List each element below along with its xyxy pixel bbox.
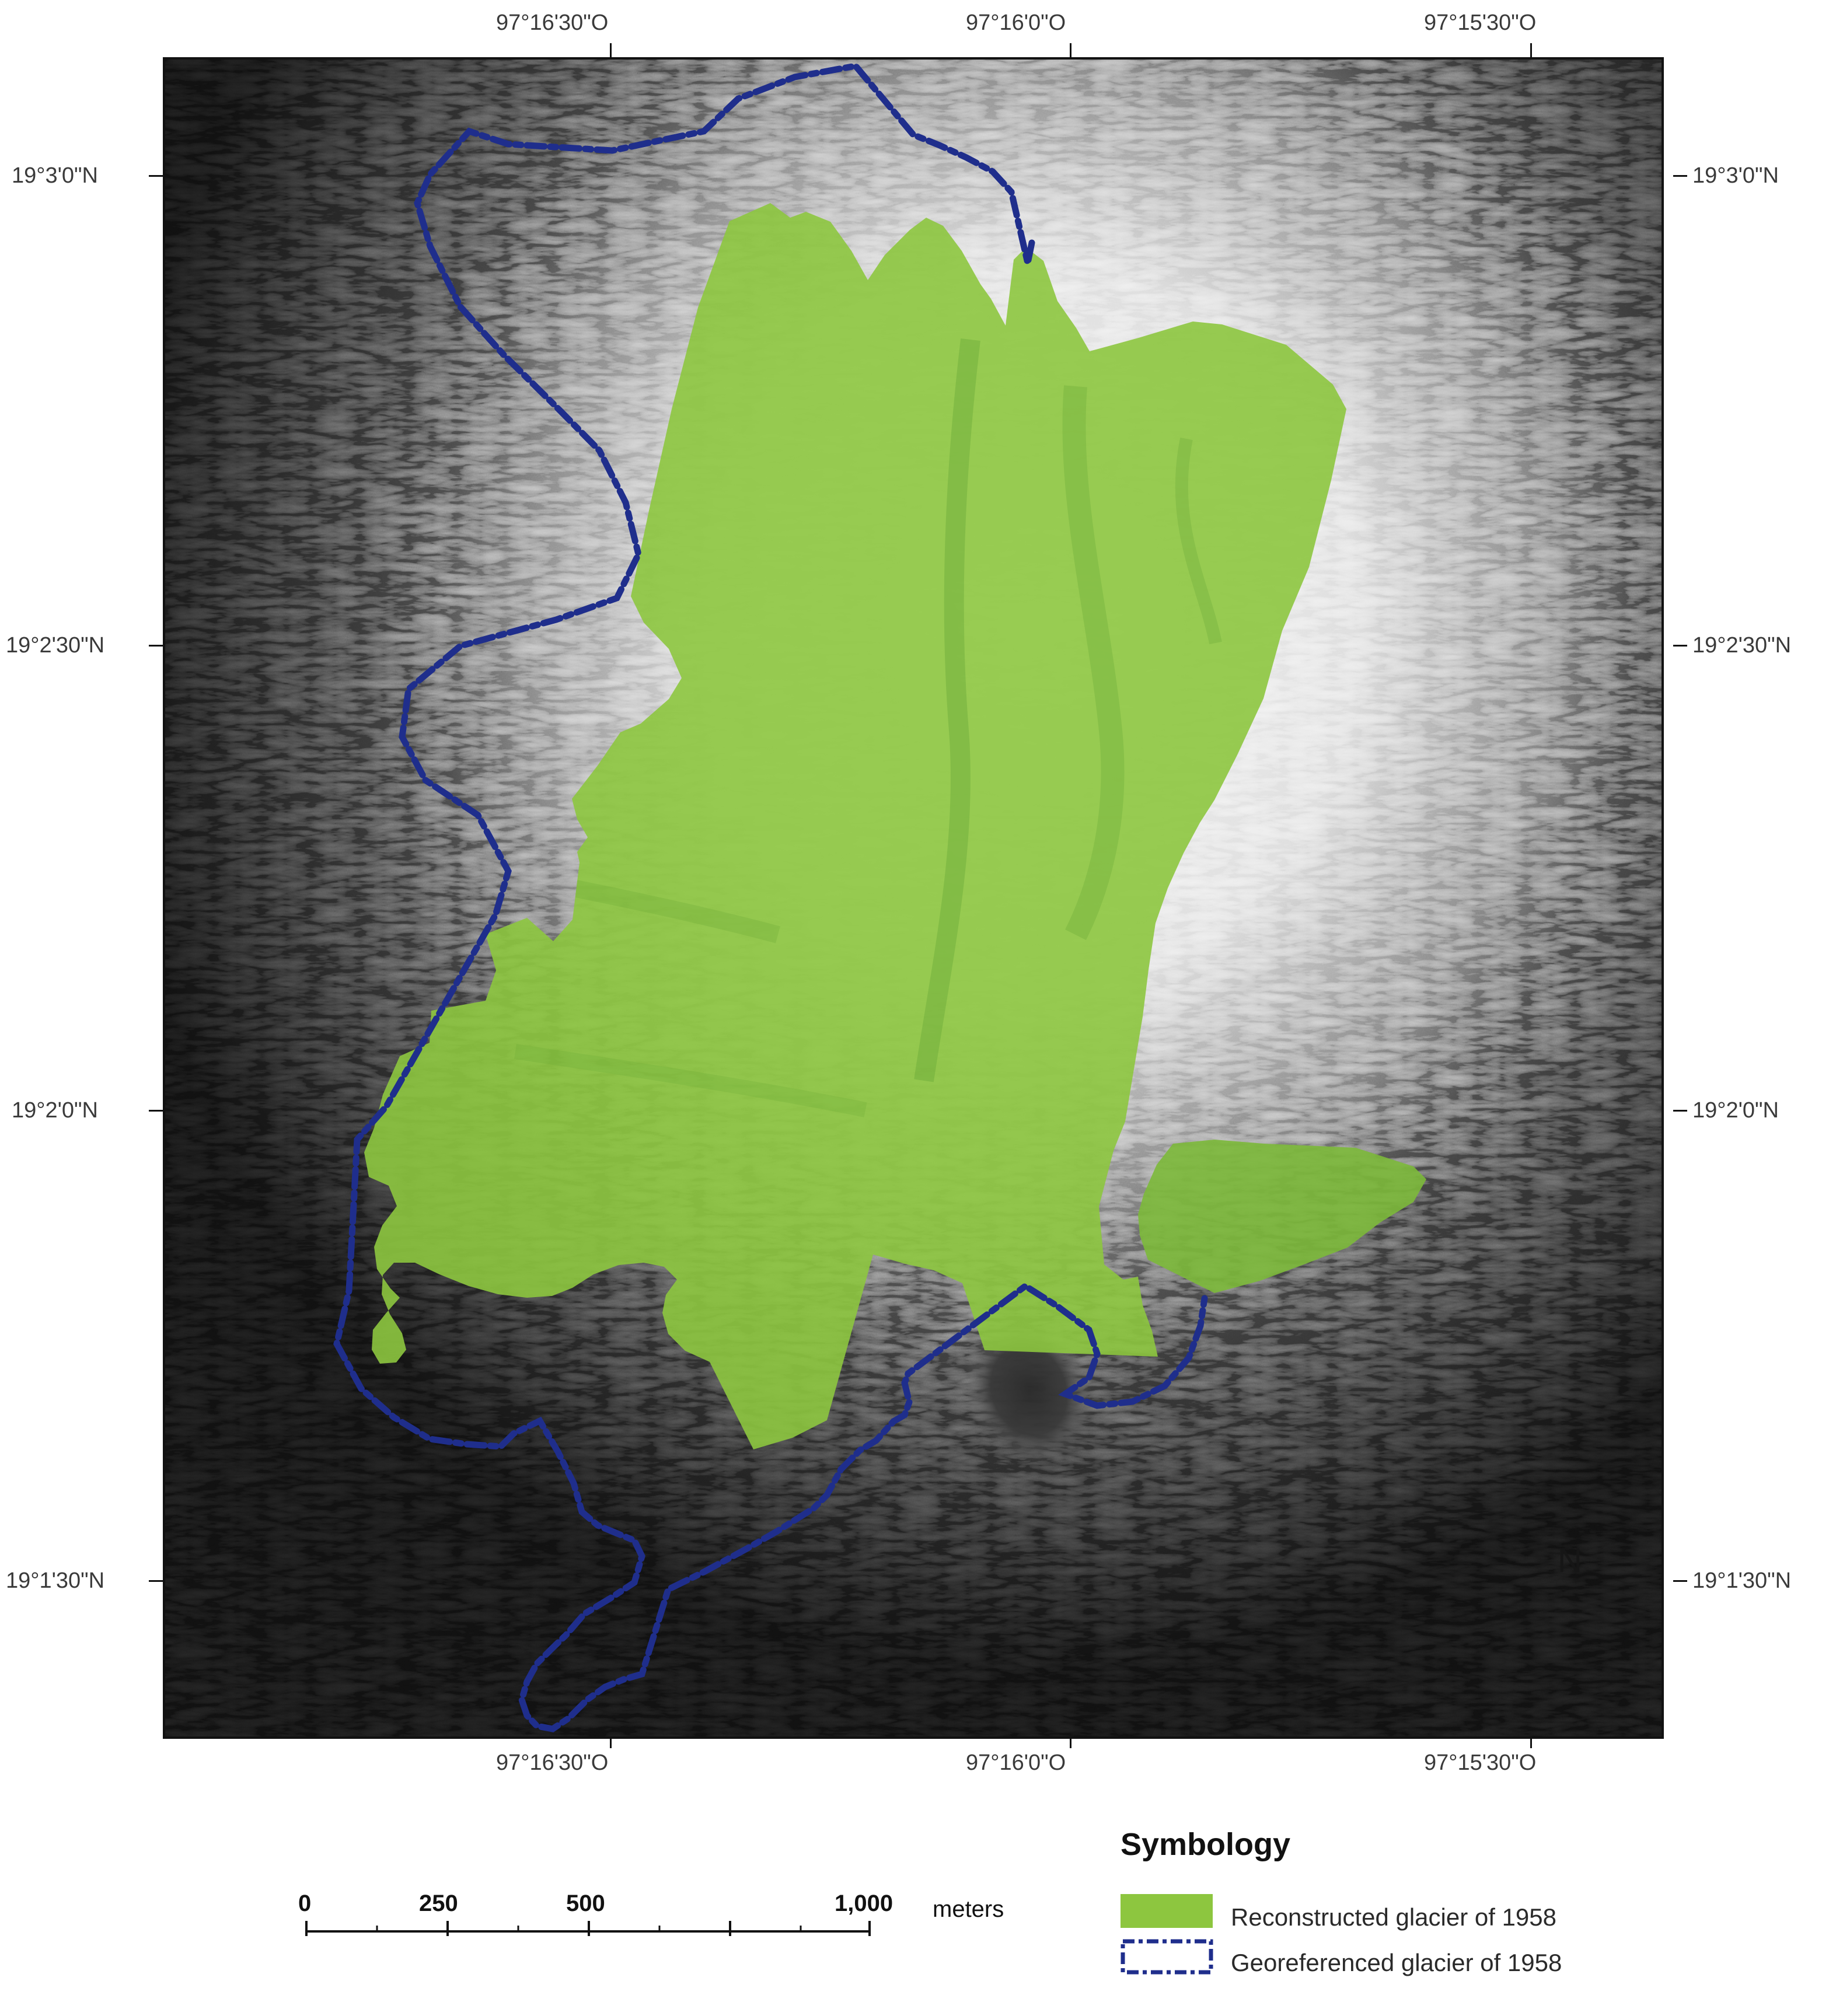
svg-text:N: N bbox=[1558, 1542, 1581, 1580]
